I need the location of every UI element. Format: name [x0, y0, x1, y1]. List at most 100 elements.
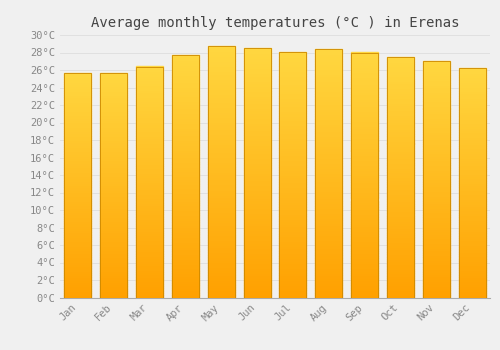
Bar [458, 210, 485, 213]
Bar [136, 203, 163, 205]
Bar [387, 66, 414, 69]
Bar [280, 251, 306, 253]
Bar [136, 293, 163, 295]
Bar [208, 272, 234, 275]
Bar [208, 167, 234, 169]
Bar [100, 158, 127, 160]
Bar [458, 281, 485, 284]
Bar [387, 148, 414, 151]
Bar [423, 139, 450, 141]
Bar [387, 228, 414, 230]
Bar [316, 238, 342, 240]
Bar [64, 158, 92, 160]
Bar [387, 64, 414, 66]
Bar [244, 170, 270, 173]
Bar [100, 181, 127, 183]
Bar [244, 255, 270, 258]
Bar [244, 138, 270, 140]
Bar [316, 56, 342, 59]
Bar [280, 165, 306, 167]
Bar [208, 247, 234, 250]
Bar [387, 151, 414, 153]
Bar [351, 248, 378, 251]
Bar [208, 177, 234, 180]
Bar [387, 288, 414, 290]
Bar [280, 194, 306, 197]
Bar [100, 241, 127, 244]
Bar [423, 236, 450, 238]
Bar [280, 158, 306, 160]
Bar [280, 106, 306, 108]
Bar [64, 280, 92, 282]
Bar [136, 205, 163, 208]
Bar [458, 236, 485, 238]
Bar [64, 259, 92, 261]
Bar [387, 249, 414, 252]
Bar [280, 160, 306, 162]
Bar [458, 261, 485, 263]
Bar [280, 278, 306, 280]
Bar [387, 86, 414, 88]
Bar [136, 85, 163, 87]
Bar [64, 223, 92, 225]
Bar [136, 78, 163, 80]
Bar [423, 160, 450, 163]
Bar [244, 125, 270, 128]
Bar [64, 84, 92, 86]
Bar [351, 241, 378, 244]
Bar [316, 74, 342, 76]
Bar [316, 208, 342, 211]
Bar [208, 86, 234, 89]
Bar [280, 204, 306, 206]
Bar [387, 254, 414, 257]
Bar [458, 153, 485, 155]
Bar [136, 136, 163, 138]
Bar [387, 78, 414, 81]
Bar [64, 127, 92, 129]
Bar [316, 141, 342, 144]
Bar [244, 158, 270, 160]
Bar [423, 279, 450, 281]
Bar [64, 169, 92, 172]
Bar [172, 251, 199, 254]
Bar [280, 211, 306, 214]
Bar [64, 176, 92, 178]
Bar [208, 180, 234, 182]
Bar [64, 237, 92, 239]
Bar [64, 264, 92, 266]
Bar [351, 266, 378, 268]
Bar [208, 282, 234, 285]
Bar [423, 66, 450, 68]
Bar [423, 71, 450, 73]
Bar [136, 101, 163, 104]
Bar [280, 184, 306, 187]
Bar [423, 250, 450, 253]
Bar [136, 258, 163, 260]
Bar [244, 243, 270, 245]
Bar [458, 144, 485, 146]
Bar [280, 74, 306, 76]
Bar [64, 113, 92, 116]
Bar [423, 61, 450, 64]
Bar [244, 240, 270, 243]
Bar [280, 258, 306, 261]
Bar [316, 288, 342, 290]
Bar [64, 151, 92, 154]
Bar [351, 226, 378, 229]
Bar [64, 210, 92, 212]
Bar [208, 245, 234, 247]
Bar [244, 228, 270, 230]
Bar [136, 274, 163, 277]
Bar [423, 68, 450, 71]
Bar [208, 122, 234, 124]
Bar [244, 215, 270, 218]
Bar [423, 111, 450, 113]
Bar [208, 127, 234, 129]
Bar [458, 123, 485, 126]
Bar [316, 121, 342, 124]
Bar [208, 77, 234, 79]
Bar [387, 235, 414, 237]
Bar [423, 238, 450, 241]
Bar [244, 96, 270, 98]
Bar [208, 162, 234, 164]
